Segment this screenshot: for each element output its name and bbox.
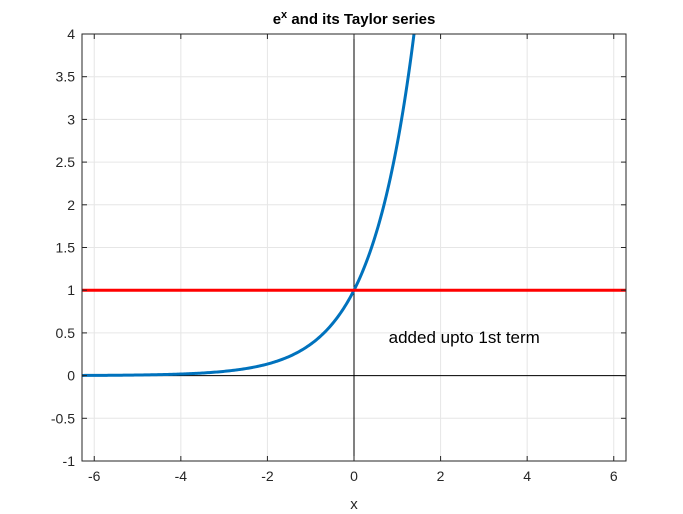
y-tick-label: 1.5	[56, 240, 76, 256]
x-axis-label: x	[350, 496, 358, 513]
y-tick-label: 3.5	[56, 69, 76, 85]
x-tick-label: -6	[88, 468, 101, 484]
x-tick-label: -2	[261, 468, 274, 484]
y-tick-label: 4	[67, 26, 75, 42]
x-tick-label: 6	[610, 468, 618, 484]
title-base: e	[273, 11, 281, 28]
series-layer	[82, 34, 626, 377]
title-superscript: x	[281, 9, 288, 21]
y-tick-label: 0	[67, 368, 75, 384]
x-tick-label: 0	[350, 468, 358, 484]
y-tick-label: 1	[67, 282, 75, 298]
x-tick-label: 2	[437, 468, 445, 484]
y-tick-label: 0.5	[56, 325, 76, 341]
x-tick-label: -4	[175, 468, 188, 484]
chart-title: ex and its Taylor series	[273, 9, 436, 28]
y-tick-label: -0.5	[51, 410, 75, 426]
title-rest: and its Taylor series	[287, 11, 435, 28]
y-tick-label: -1	[63, 453, 76, 469]
annotation-text: added upto 1st term	[389, 328, 540, 347]
tick-layer: -6 -4 -2 0 2 4 6 -1 -0.5 0 0.5 1 1.5 2 2.5 3 3.5 4	[51, 26, 626, 484]
x-tick-label: 4	[523, 468, 531, 484]
y-tick-label: 2.5	[56, 154, 76, 170]
y-tick-label: 3	[67, 111, 75, 127]
exp-curve-line	[82, 34, 416, 377]
y-tick-label: 2	[67, 197, 75, 213]
